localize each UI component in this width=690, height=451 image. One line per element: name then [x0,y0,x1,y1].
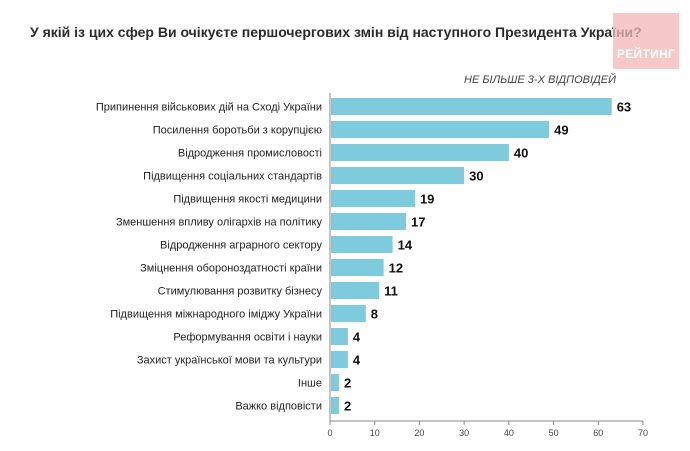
x-tick-label: 10 [370,428,380,438]
bar [331,351,348,368]
data-label: 11 [384,284,398,299]
data-label: 2 [344,376,351,391]
bar [331,144,509,161]
data-label: 2 [344,399,351,414]
category-label: Стимулювання розвитку бізнесу [158,286,323,298]
chart-subtitle: НЕ БІЛЬШЕ 3-Х ВІДПОВІДЕЙ [464,74,616,86]
data-label: 19 [420,192,434,207]
data-label: 63 [617,100,631,115]
category-label: Реформування освіти і науки [173,332,322,344]
category-label: Відродження промисловості [178,148,322,160]
data-label: 12 [389,261,403,276]
bar [331,236,393,253]
category-label: Відродження аграрного сектору [160,240,322,252]
bar [331,259,384,276]
bar [331,305,366,322]
bar [331,121,550,138]
category-label: Посилення боротьби з корупцією [153,125,322,137]
x-tick-label: 30 [459,428,469,438]
category-label: Припинення військових дій на Сході Украї… [96,102,322,114]
data-label: 49 [554,123,568,138]
rating-logo: РЕЙТИНГ [613,13,679,69]
category-label: Важко відповісти [235,401,322,413]
data-label: 40 [514,146,528,161]
category-label: Підвищення якості медицини [173,194,322,206]
x-tick-label: 40 [504,428,514,438]
bar [331,328,348,345]
category-label: Підвищення міжнародного іміджу України [110,309,322,321]
category-label: Інше [298,378,322,390]
x-tick-label: 50 [549,428,559,438]
bar [331,374,339,391]
data-label: 30 [469,169,483,184]
data-label: 8 [371,307,378,322]
bar [331,213,407,230]
data-label: 4 [353,353,361,368]
x-tick-label: 70 [638,428,648,438]
bar [331,98,612,115]
category-label: Підвищення соціальних стандартів [143,171,322,183]
logo-text: РЕЙТИНГ [616,47,676,61]
bar [331,167,465,184]
category-label: Захист української мови та культури [137,355,322,367]
x-tick-label: 60 [593,428,603,438]
x-tick-label: 0 [327,428,332,438]
chart-title: У якій із цих сфер Ви очікуєте першочерг… [30,24,642,40]
x-tick-label: 20 [414,428,424,438]
data-label: 4 [353,330,361,345]
bar [331,397,339,414]
data-label: 17 [411,215,425,230]
bar [331,282,380,299]
bar [331,190,415,207]
category-label: Зменшення впливу олігархів на політику [116,217,323,229]
data-label: 14 [398,238,413,253]
category-label: Зміцнення обороноздатності країни [140,263,322,275]
